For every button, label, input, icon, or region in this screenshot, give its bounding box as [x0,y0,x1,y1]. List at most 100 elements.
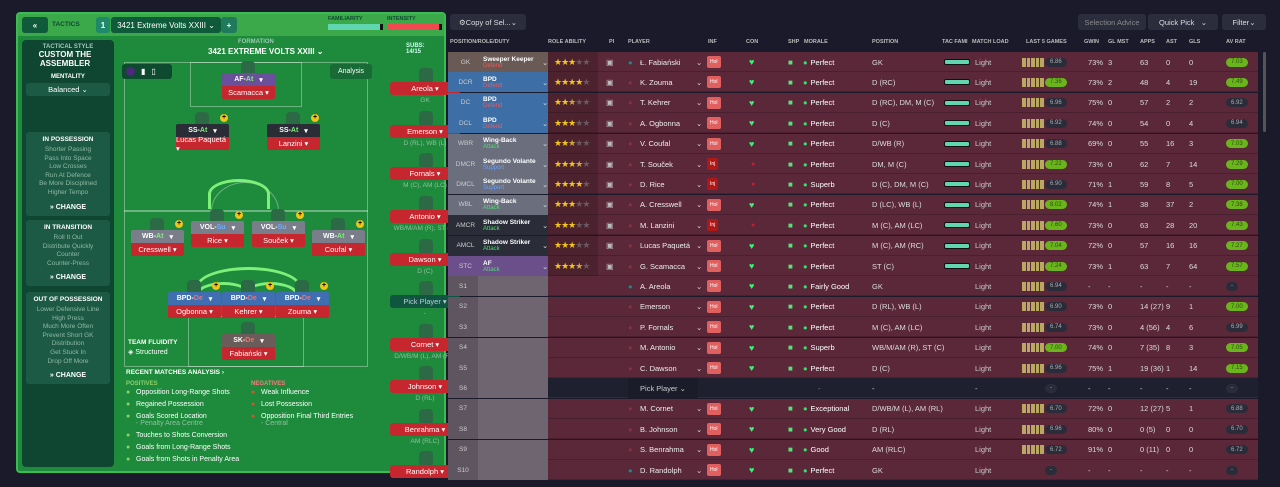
pi-icon[interactable]: ▣ [606,261,614,271]
pi-icon[interactable]: ▣ [606,98,614,108]
player-name[interactable]: Lucas Paquetá [640,241,691,251]
role-duty-cell[interactable]: BPD Defend [483,113,548,134]
role-duty-selector[interactable]: BPD - De ▾ [222,292,275,305]
sub-player-name[interactable]: Antonio ▾ [390,210,460,223]
sub-player-name[interactable]: Emerson ▾ [390,125,460,138]
column-header-gls[interactable]: GLS [1189,39,1201,45]
player-name[interactable]: K. Zouma [640,77,673,87]
sub-player-name[interactable]: Fornals ▾ [390,167,460,180]
chevron-down-icon[interactable]: ⌄ [542,179,549,189]
table-row[interactable]: AMCL Shadow Striker Attack ⌄ ★ ★ ★ ★ ★ ▣ ● Lucas Pa… [448,235,1258,256]
sub-card[interactable]: Antonio ▾ WB/M/AM (R), ST (C) [390,210,460,232]
role-duty-selector[interactable]: WB - At ▾ [312,230,365,243]
player-view-icon[interactable] [126,67,135,76]
player-name[interactable]: T. Souček [640,159,673,169]
player-name[interactable]: M. Antonio [640,343,676,353]
role-duty-cell[interactable]: Sweeper Keeper Defend [483,52,548,72]
pi-icon[interactable]: ▣ [606,139,614,149]
chevron-down-icon[interactable]: ⌄ [696,159,703,169]
table-row[interactable]: GK Sweeper Keeper Defend ⌄ ★ ★ ★ ★ ★ ▣ ● Ł. Fabiańs… [448,52,1258,72]
player-name[interactable]: Lanzini ▾ [267,137,320,150]
table-row[interactable]: S5 ● C. Dawson ⌄ Hol ♥ ■ ● Perfect D (C) Light 6.96… [448,358,1258,378]
role-duty-cell[interactable]: BPD Defend [483,72,548,93]
player-name[interactable]: G. Scamacca [640,261,686,271]
pi-icon[interactable]: ▣ [606,159,614,169]
role-duty-cell[interactable]: AF Attack [483,256,548,276]
player-name[interactable]: P. Fornals [640,322,674,332]
chevron-down-icon[interactable]: ⌄ [696,404,703,414]
player-name[interactable]: Cresswell ▾ [131,243,184,256]
chevron-down-icon[interactable]: ⌄ [696,220,703,230]
chevron-down-icon[interactable]: ⌄ [696,261,703,271]
mentality-dropdown[interactable]: Balanced ⌄ [26,83,110,96]
player-name[interactable]: A. Ogbonna [640,118,681,128]
chevron-down-icon[interactable]: ⌄ [542,98,549,108]
chevron-down-icon[interactable]: ⌄ [696,57,703,67]
table-row[interactable]: DMCR Segundo Volante Support ⌄ ★ ★ ★ ★ ★ ▣ ● T. Sou… [448,154,1258,174]
pitch-player-card[interactable]: AF - At ▾ Scamacca ▾ [222,73,275,99]
player-name[interactable]: D. Rice [640,179,665,189]
chevron-down-icon[interactable]: ⌄ [696,200,703,210]
sub-card[interactable]: Johnson ▾ D (RL) [390,380,460,402]
chart-icon[interactable]: ▮ [141,67,146,76]
chevron-down-icon[interactable]: ⌄ [696,118,703,128]
pi-icon[interactable]: ▣ [606,77,614,87]
sub-player-name[interactable]: Cornet ▾ [390,338,460,351]
player-name[interactable]: A. Areola [640,281,671,291]
column-header-gwin[interactable]: GWIN [1084,39,1099,45]
pitch-player-card[interactable]: SS - At ▾ Lucas Paquetá ▾ [176,124,229,153]
sub-player-name[interactable]: Benrahma ▾ [390,423,460,436]
sub-card[interactable]: Benrahma ▾ AM (RLC) [390,423,460,445]
pi-icon[interactable]: ▣ [606,57,614,67]
table-row[interactable]: WBL Wing-Back Attack ⌄ ★ ★ ★ ★ ★ ▣ ● A. Cresswell ⌄ H… [448,194,1258,215]
sub-player-name[interactable]: Areola ▾ [390,82,460,95]
selection-advice-button[interactable]: Selection Advice [1078,14,1146,30]
chevron-down-icon[interactable]: ⌄ [696,77,703,87]
add-tactic-button[interactable]: + [221,17,237,33]
chevron-down-icon[interactable]: ⌄ [696,98,703,108]
role-duty-selector[interactable]: BPD - De ▾ [168,292,221,305]
chevron-down-icon[interactable]: ⌄ [542,220,549,230]
player-name[interactable]: V. Coufal [640,139,671,149]
view-toggle[interactable]: ▮ ▯ [122,64,172,79]
chevron-down-icon[interactable]: ⌄ [696,424,703,434]
recent-analysis-link[interactable]: RECENT MATCHES ANALYSIS › [126,369,224,376]
chevron-down-icon[interactable]: ⌄ [542,159,549,169]
player-name[interactable]: S. Benrahma [640,445,684,455]
copy-selection-dropdown[interactable]: ⚙ Copy of Sel... ⌄ [450,14,526,30]
table-row[interactable]: WBR Wing-Back Attack ⌄ ★ ★ ★ ★ ★ ▣ ● V. Coufal ⌄ Hol ♥… [448,133,1258,154]
pitch-player-card[interactable]: SS - At ▾ Lanzini ▾ [267,124,320,150]
column-header-con[interactable]: CON [746,39,759,45]
player-name[interactable]: D. Randolph [640,465,682,475]
table-row[interactable]: AMCR Shadow Striker Attack ⌄ ★ ★ ★ ★ ★ ▣ ● M. Lanzi… [448,215,1258,236]
chevron-down-icon[interactable]: ⌄ [542,261,549,271]
role-duty-selector[interactable]: VOL - Su ▾ [191,221,244,234]
player-name[interactable]: Ł. Fabiański [640,57,681,67]
column-header-ast[interactable]: AST [1166,39,1177,45]
change-button[interactable]: » CHANGE [49,203,87,211]
player-name[interactable]: Scamacca ▾ [222,86,275,99]
sub-card[interactable]: Randolph ▾ [390,465,460,478]
player-name[interactable]: Emerson [640,302,671,312]
column-header-av-rat[interactable]: AV RAT [1226,39,1246,45]
role-duty-cell[interactable]: BPD Defend [483,92,548,113]
player-name[interactable]: Kehrer ▾ [222,305,275,318]
tactic-selector[interactable]: 3421 Extreme Volts XXIII ⌄ [111,17,221,33]
column-header-gl-mst[interactable]: GL MST [1108,39,1129,45]
role-duty-selector[interactable]: SK - De ▾ [222,334,275,347]
chevron-down-icon[interactable]: ⌄ [696,241,703,251]
column-header-pi[interactable]: PI [609,39,615,45]
chevron-down-icon[interactable]: ⌄ [696,322,703,332]
pi-icon[interactable]: ▣ [606,200,614,210]
tactic-slot[interactable]: 1 [96,17,110,33]
pitch-player-card[interactable]: BPD - De ▾ Kehrer ▾ [222,292,275,318]
quick-pick-button[interactable]: Quick Pick ⌄ [1148,14,1218,30]
role-duty-selector[interactable]: AF - At ▾ [222,73,275,86]
player-name[interactable]: A. Cresswell [640,200,682,210]
column-header-player[interactable]: PLAYER [628,39,650,45]
table-row[interactable]: DMCL Segundo Volante Support ⌄ ★ ★ ★ ★ ★ ▣ ● D. Ric… [448,174,1258,195]
column-header-role-ability[interactable]: ROLE ABILITY [548,39,586,45]
table-row[interactable]: DCR BPD Defend ⌄ ★ ★ ★ ★ ★ ▣ ● K. Zouma ⌄ Hol ♥ ■ ● Perfe… [448,72,1258,93]
pitch-player-card[interactable]: VOL - Su ▾ Rice ▾ [191,221,244,247]
sub-player-name[interactable]: Pick Player ▾ [390,295,460,308]
